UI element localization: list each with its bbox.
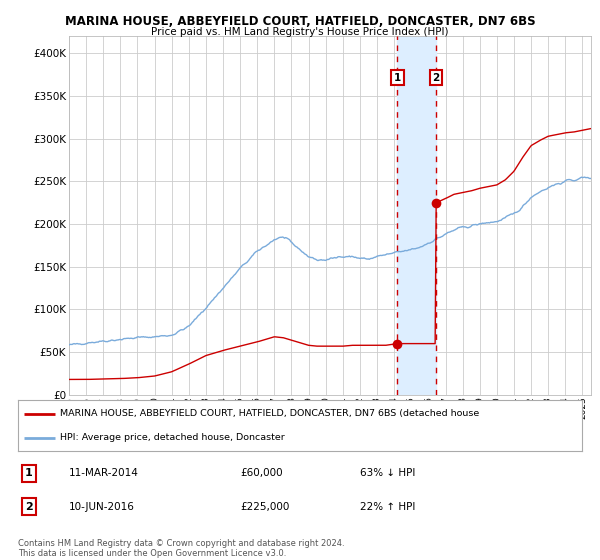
Text: 22% ↑ HPI: 22% ↑ HPI <box>360 502 415 512</box>
Text: 63% ↓ HPI: 63% ↓ HPI <box>360 468 415 478</box>
Text: 2: 2 <box>433 73 440 83</box>
Text: 1: 1 <box>394 73 401 83</box>
Text: £60,000: £60,000 <box>240 468 283 478</box>
Text: HPI: Average price, detached house, Doncaster: HPI: Average price, detached house, Donc… <box>60 433 285 442</box>
Text: 10-JUN-2016: 10-JUN-2016 <box>69 502 135 512</box>
Bar <box>397 36 436 395</box>
Text: Price paid vs. HM Land Registry's House Price Index (HPI): Price paid vs. HM Land Registry's House … <box>151 27 449 37</box>
Text: MARINA HOUSE, ABBEYFIELD COURT, HATFIELD, DONCASTER, DN7 6BS (detached house: MARINA HOUSE, ABBEYFIELD COURT, HATFIELD… <box>60 409 479 418</box>
Text: 11-MAR-2014: 11-MAR-2014 <box>69 468 139 478</box>
Text: 2: 2 <box>25 502 32 512</box>
Text: £225,000: £225,000 <box>240 502 289 512</box>
Text: MARINA HOUSE, ABBEYFIELD COURT, HATFIELD, DONCASTER, DN7 6BS: MARINA HOUSE, ABBEYFIELD COURT, HATFIELD… <box>65 15 535 27</box>
Text: 1: 1 <box>25 468 32 478</box>
Text: Contains HM Land Registry data © Crown copyright and database right 2024.
This d: Contains HM Land Registry data © Crown c… <box>18 539 344 558</box>
